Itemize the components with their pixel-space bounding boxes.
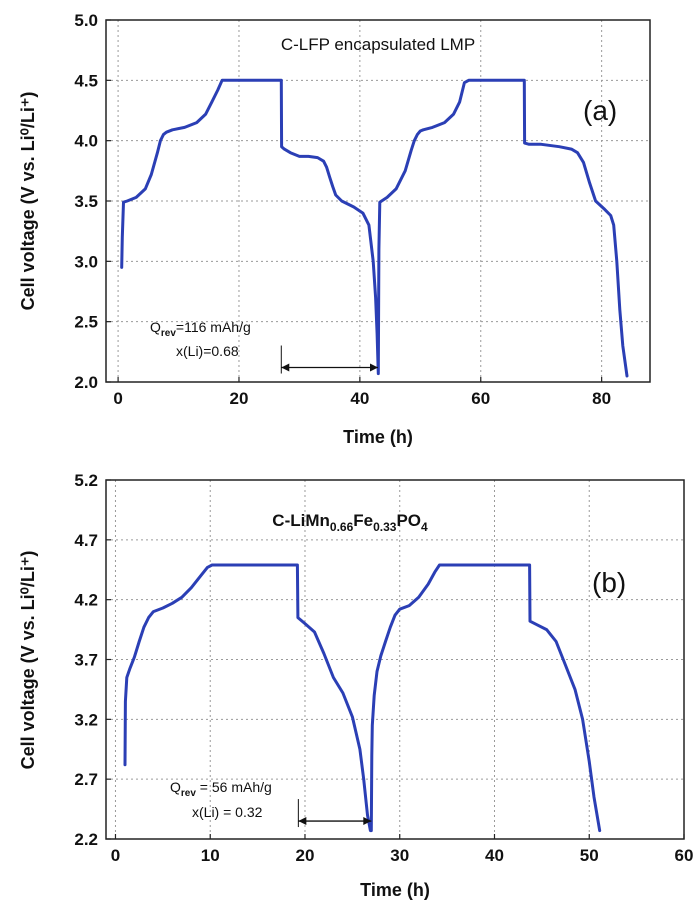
panel-label-a: (a)	[583, 95, 617, 126]
series-layer-a	[120, 78, 629, 378]
y-tick-label: 4.5	[74, 71, 98, 90]
chart-title-b: C-LiMn0.66Fe0.33PO4	[272, 511, 428, 534]
y-axis-label-b: Cell voltage (V vs. Li⁰/Li⁺)	[18, 551, 38, 770]
annotation-q-main-b: Q	[170, 779, 181, 795]
x-tick-label: 80	[592, 389, 611, 408]
annotation-q-b: Qrev = 56 mAh/g	[170, 779, 272, 799]
x-tick-label: 20	[296, 846, 315, 865]
arrow-head-left	[281, 363, 290, 372]
x-tick-label: 40	[485, 846, 504, 865]
y-tick-label: 5.2	[74, 471, 98, 490]
rev-capacity-arrow-b	[297, 799, 372, 828]
x-tick-label: 30	[390, 846, 409, 865]
x-tick-label: 60	[675, 846, 694, 865]
y-tick-label: 2.5	[74, 313, 98, 332]
rev-capacity-arrow-a	[280, 345, 378, 374]
y-tick-label: 4.0	[74, 132, 98, 151]
series-layer-b	[123, 563, 602, 833]
arrow-head-left	[298, 817, 307, 826]
y-tick-label: 3.0	[74, 252, 98, 271]
y-tick-label: 2.2	[74, 830, 98, 849]
arrow-head-right	[363, 817, 372, 826]
annotation-q-value-a: =116 mAh/g	[176, 319, 251, 335]
y-tick-label: 2.0	[74, 373, 98, 392]
title-b-sub3: 4	[421, 520, 428, 534]
annotation-q-value-b: = 56 mAh/g	[196, 779, 272, 795]
annotation-q-a: Qrev=116 mAh/g	[150, 319, 251, 339]
y-tick-label: 3.5	[74, 192, 98, 211]
y-tick-label: 4.2	[74, 591, 98, 610]
y-tick-label: 4.7	[74, 531, 98, 550]
annotation-q-main-a: Q	[150, 319, 161, 335]
annotation-q-sub-b: rev	[181, 788, 196, 799]
title-b-part1: C-LiMn	[272, 511, 330, 530]
x-axis-label-b: Time (h)	[360, 880, 430, 900]
y-tick-label: 3.7	[74, 651, 98, 670]
title-b-part3: PO	[396, 511, 421, 530]
annotation-x-b: x(Li) = 0.32	[192, 804, 263, 820]
title-b-part2: Fe	[353, 511, 373, 530]
x-tick-label: 0	[113, 389, 122, 408]
x-tick-label: 60	[471, 389, 490, 408]
ticks-a: 0 20 40 60 80 2.0 2.5 3.0 3.5 4.0 4.5 5.0	[74, 11, 611, 408]
arrow-head-right	[370, 363, 378, 372]
chart-panel-b: 0 10 20 30 40 50 60 2.2 2.7 3.2 3.7 4.2 4.7 5.2 C-LiM…	[18, 471, 693, 900]
y-tick-label: 3.2	[74, 710, 98, 729]
x-tick-label: 0	[111, 846, 120, 865]
voltage-curve-b	[123, 563, 602, 833]
voltage-curve-a	[120, 78, 629, 378]
y-tick-label: 5.0	[74, 11, 98, 30]
chart-panel-a: 0 20 40 60 80 2.0 2.5 3.0 3.5 4.0 4.5 5.0 C-LFP enc…	[18, 11, 651, 447]
y-axis-label-a: Cell voltage (V vs. Li⁰/Li⁺)	[18, 92, 38, 311]
x-tick-label: 50	[580, 846, 599, 865]
x-tick-label: 40	[350, 389, 369, 408]
annotation-q-sub-a: rev	[161, 328, 176, 339]
x-tick-label: 20	[230, 389, 249, 408]
chart-title-a: C-LFP encapsulated LMP	[281, 35, 475, 54]
title-b-sub2: 0.33	[373, 520, 397, 534]
panel-label-b: (b)	[592, 567, 626, 598]
ticks-b: 0 10 20 30 40 50 60 2.2 2.7 3.2 3.7 4.2 4.7 5.2	[74, 471, 693, 865]
y-tick-label: 2.7	[74, 770, 98, 789]
annotation-x-a: x(Li)=0.68	[176, 343, 239, 359]
title-b-sub1: 0.66	[330, 520, 354, 534]
x-axis-label-a: Time (h)	[343, 427, 413, 447]
x-tick-label: 10	[201, 846, 220, 865]
grid-lines-b	[106, 480, 684, 839]
